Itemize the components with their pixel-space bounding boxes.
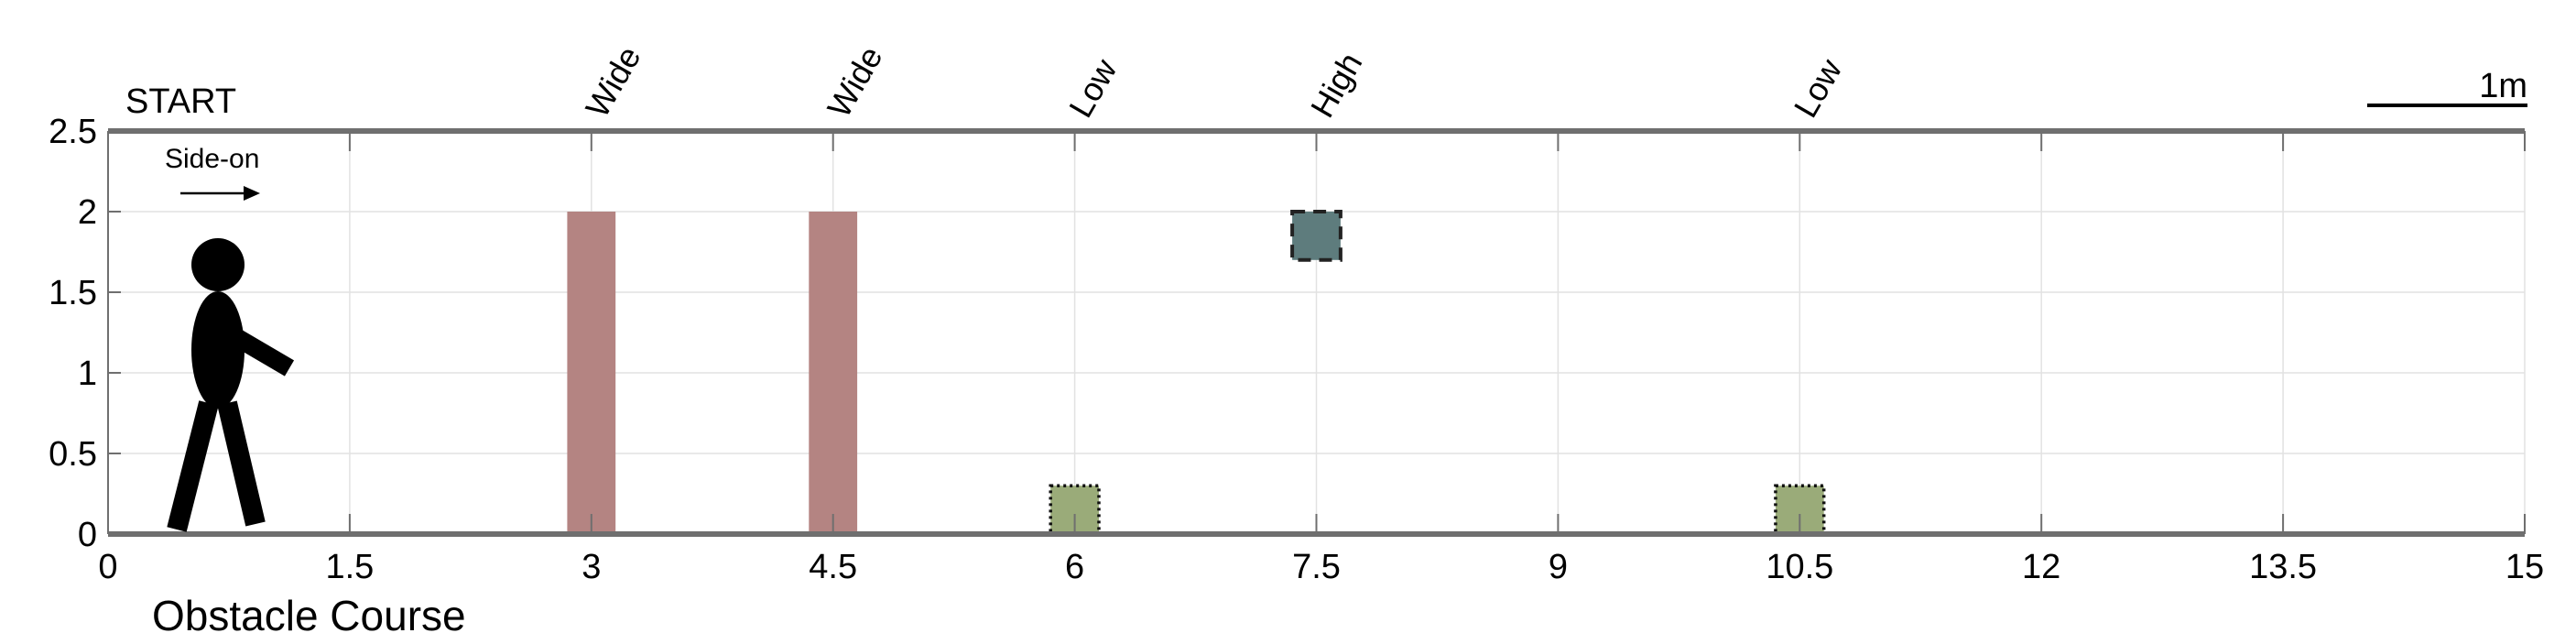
y-tick-label: 1 [78, 355, 97, 393]
y-tick-label: 2 [78, 193, 97, 232]
course-title: Obstacle Course [152, 592, 466, 639]
x-tick-label: 12 [2022, 548, 2060, 586]
x-tick-label: 0 [98, 548, 117, 586]
obstacle-labels: Wide Wide Low High Low [578, 39, 1850, 124]
x-tick-label: 13.5 [2249, 548, 2317, 586]
direction-arrow-icon [180, 186, 260, 201]
direction-label: Side-on [165, 144, 259, 174]
x-tick-label: 4.5 [809, 548, 857, 586]
y-tick-label: 0.5 [49, 435, 97, 474]
x-tick-label: 7.5 [1292, 548, 1341, 586]
x-tick-label: 3 [582, 548, 601, 586]
obstacle-label: Wide [578, 39, 648, 124]
obstacle-wide [809, 212, 858, 534]
obstacle-wide [567, 212, 616, 534]
x-tick-label: 9 [1549, 548, 1568, 586]
y-tick-label: 1.5 [49, 274, 97, 312]
y-tick-label: 0 [78, 516, 97, 554]
start-label: START [125, 82, 236, 121]
x-tick-label: 6 [1065, 548, 1084, 586]
obstacle-label: Low [1061, 51, 1125, 124]
x-tick-label: 1.5 [325, 548, 374, 586]
tick-labels: 0 1.5 3 4.5 6 7.5 9 10.5 12 13.5 15 0 0.5 1 1.5 2 2.5 [49, 113, 2544, 586]
grid [107, 130, 2526, 535]
obstacle-high [1290, 210, 1342, 262]
x-tick-label: 10.5 [1766, 548, 1833, 586]
obstacle-label: Low [1787, 51, 1850, 124]
axes [107, 128, 2526, 537]
obstacle-label: Wide [820, 39, 890, 124]
y-tick-label: 2.5 [49, 113, 97, 151]
x-tick-label: 15 [2505, 548, 2544, 586]
scale-label: 1m [2479, 67, 2527, 105]
obstacle-label: High [1303, 46, 1370, 124]
walker-icon [167, 238, 295, 532]
obstacles [567, 210, 1826, 536]
